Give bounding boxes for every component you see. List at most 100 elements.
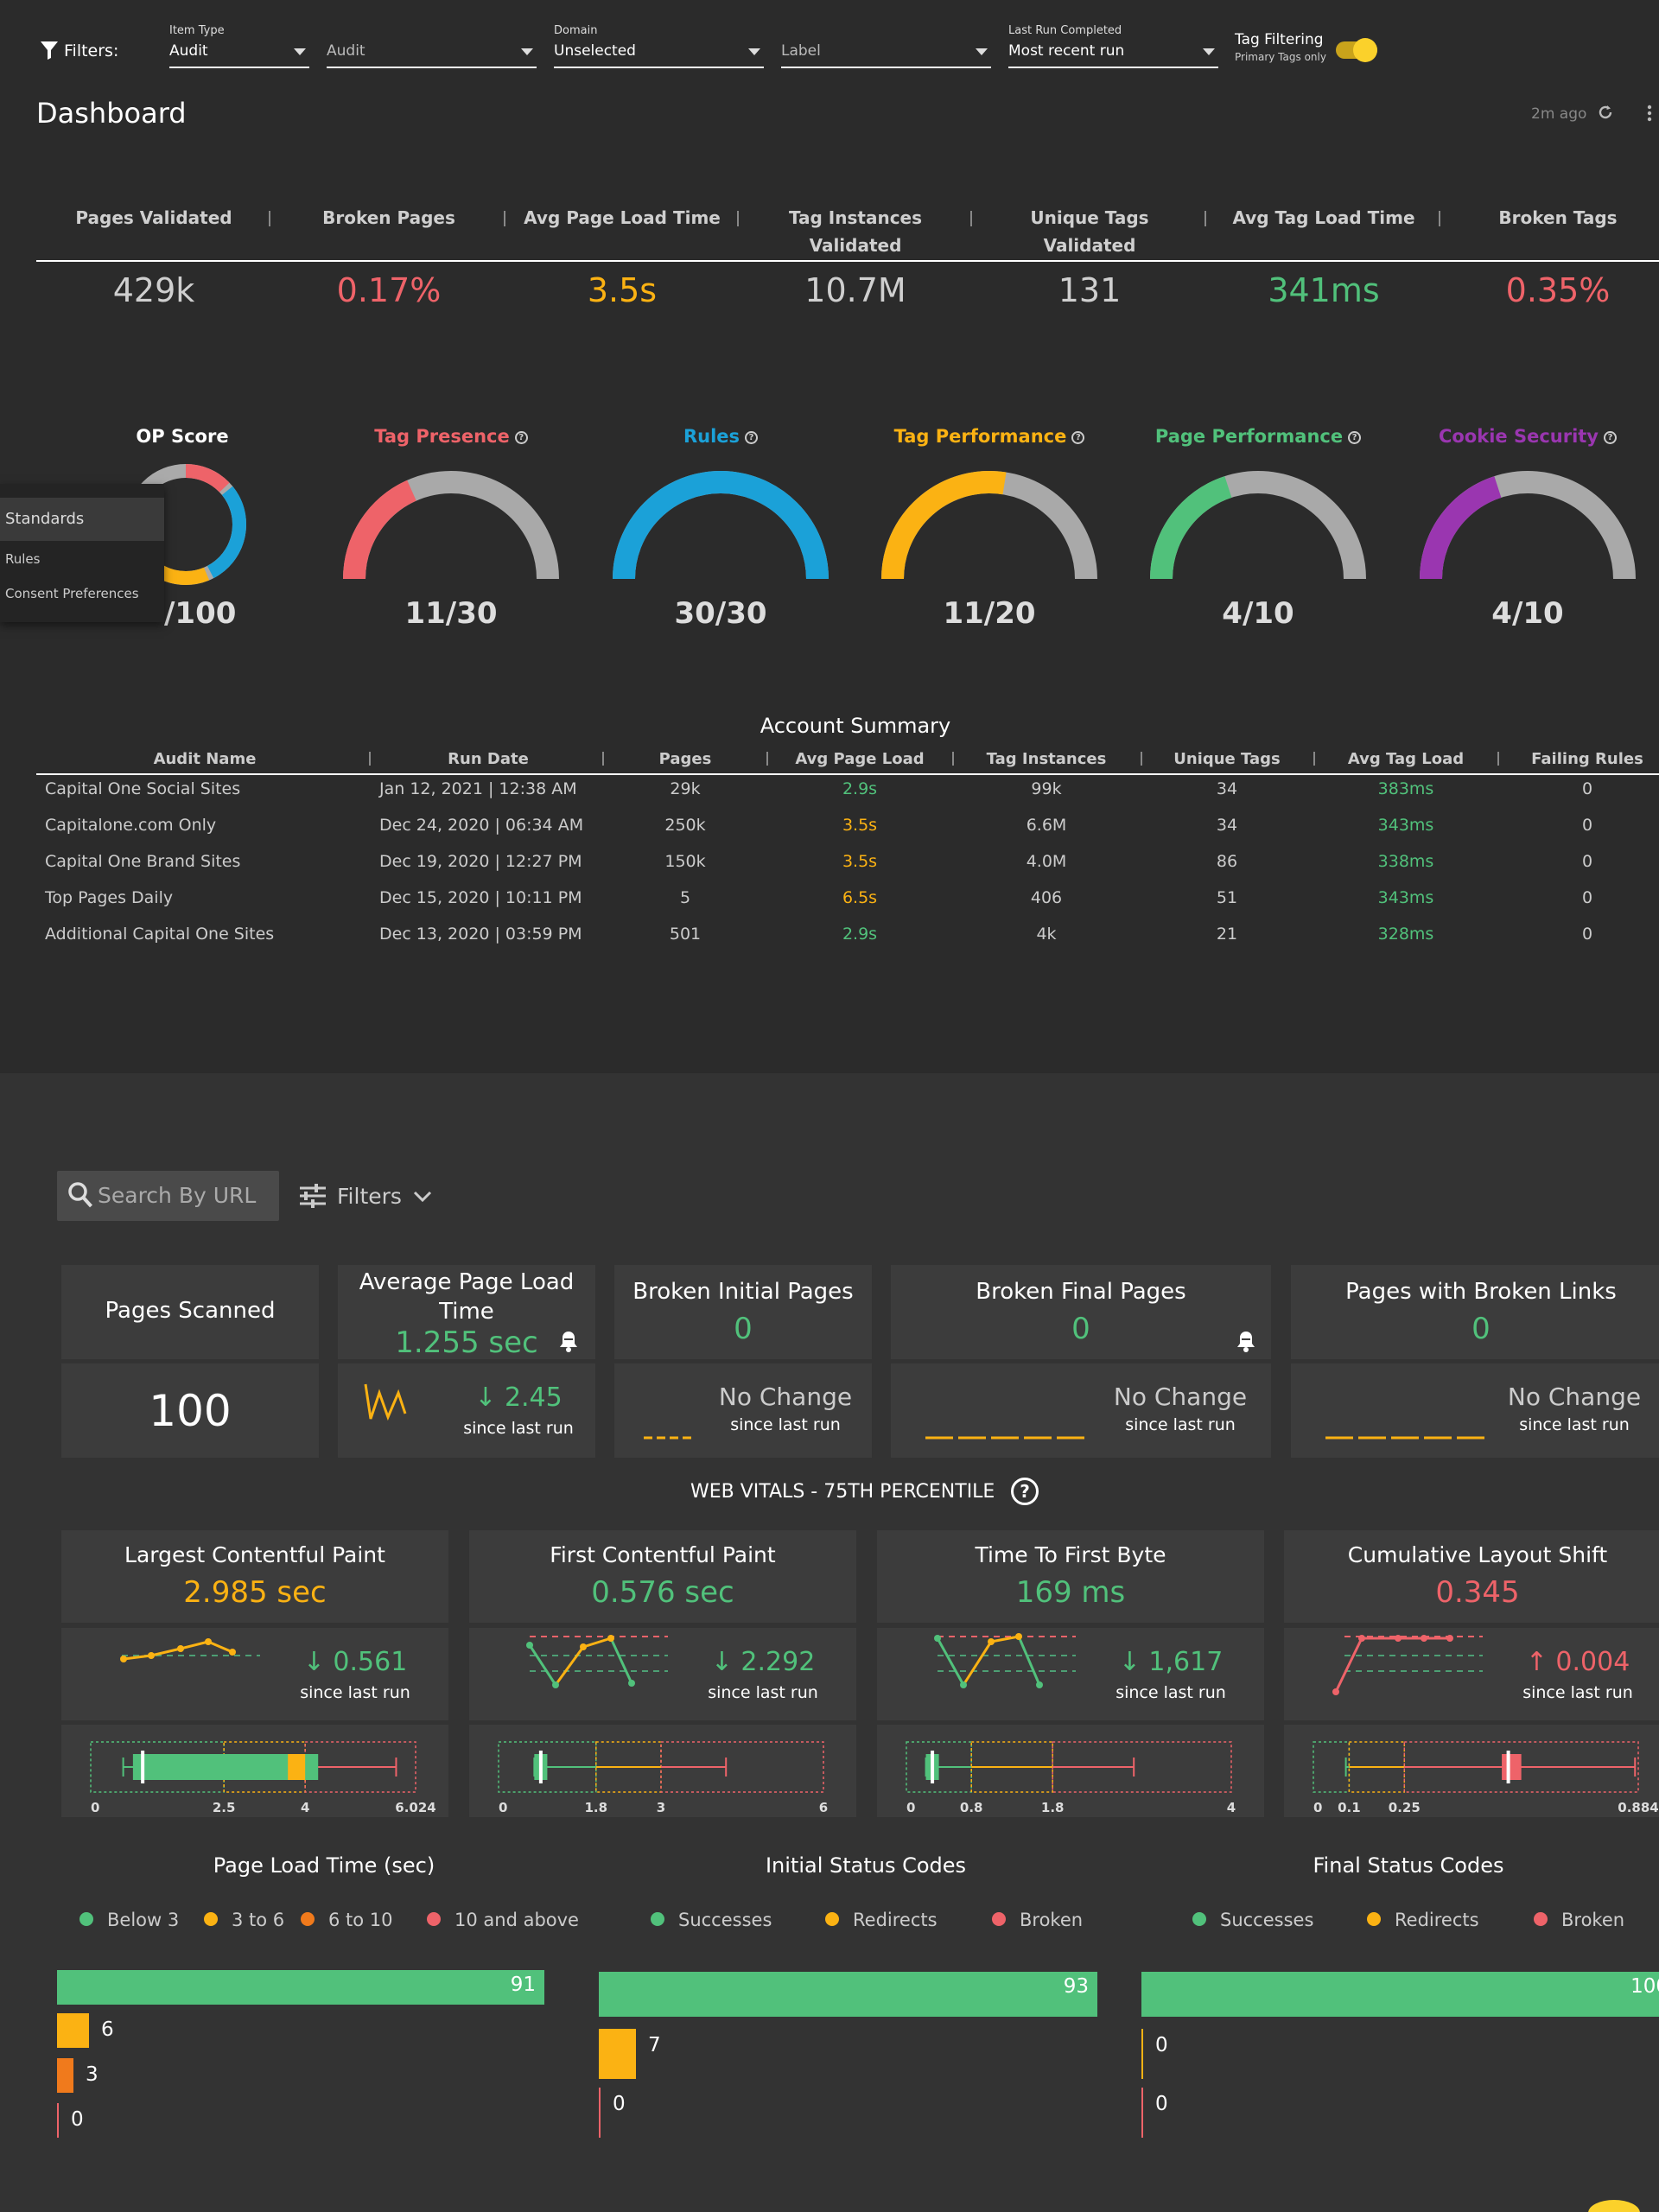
broken-initial-value: 0: [734, 1312, 753, 1346]
bar-value-label: 0: [71, 2108, 84, 2131]
axis-tick-label: 0.8: [960, 1800, 983, 1815]
broken-links-change-card: No Change since last run: [1291, 1363, 1659, 1458]
table-header: Avg Page Load: [795, 750, 925, 768]
vital-title: Largest Contentful Paint: [124, 1542, 385, 1567]
web-vitals-title: WEB VITALS - 75TH PERCENTILE: [690, 1481, 995, 1503]
metric-value: 131: [1058, 271, 1122, 309]
last-run-dropdown[interactable]: Last Run Completed Most recent run: [1008, 23, 1218, 68]
broken-final-sparkline: [925, 1436, 1086, 1440]
metric-separator: [1439, 211, 1440, 226]
vital-sparkline: [526, 1635, 668, 1688]
broken-initial-sparkline: [644, 1436, 692, 1440]
tag-filtering-toggle[interactable]: [1336, 38, 1377, 62]
axis-tick-label: 0: [91, 1800, 99, 1815]
legend-item[interactable]: 6 to 10: [301, 1910, 393, 1930]
help-circle-icon[interactable]: ?: [1071, 430, 1085, 444]
standards-menu-header[interactable]: Standards: [5, 510, 85, 528]
legend-item[interactable]: Successes: [651, 1910, 772, 1930]
item-type-dropdown[interactable]: Item Type Audit: [169, 23, 309, 68]
column-separator: [602, 752, 604, 766]
table-cell-load: 3.5s: [842, 852, 878, 871]
metric-value: 10.7M: [804, 271, 906, 309]
gauge-value: 11/20: [943, 596, 1036, 631]
metric-label-line2: Validated: [1043, 235, 1136, 256]
gauge-value: 11/30: [404, 596, 498, 631]
gauge-fill: [1150, 476, 1232, 580]
standards-menu-item-consent[interactable]: Consent Preferences: [5, 586, 139, 601]
audit-dropdown[interactable]: Audit: [327, 23, 537, 68]
bar-value-label: 93: [1063, 1975, 1089, 1998]
bar[interactable]: [57, 2103, 59, 2138]
help-circle-icon[interactable]: ?: [1604, 430, 1618, 444]
legend-item[interactable]: 3 to 6: [204, 1910, 284, 1930]
table-header: Unique Tags: [1173, 750, 1281, 768]
bar[interactable]: [1141, 2029, 1143, 2079]
table-cell-inst: 406: [1030, 888, 1063, 907]
bar[interactable]: [57, 1970, 544, 2005]
broken-initial-change-card: No Change since last run: [614, 1363, 872, 1458]
legend-label: Below 3: [107, 1910, 180, 1930]
table-divider: [36, 773, 1659, 775]
domain-label: Domain: [554, 24, 598, 37]
vital-change: ↑ 0.004: [1525, 1647, 1630, 1677]
legend-dot: [1192, 1912, 1206, 1926]
vital-sparkline: [120, 1638, 260, 1662]
sliders-icon[interactable]: [299, 1184, 327, 1208]
help-icon[interactable]: ?: [1011, 1478, 1039, 1505]
table-cell-pages: 5: [679, 888, 691, 907]
bell-alert-icon[interactable]: [1236, 1330, 1255, 1352]
legend-item[interactable]: Broken: [1534, 1910, 1624, 1930]
metric-label: Tag Instances: [788, 207, 923, 228]
vital-trend-card: ↓ 0.561 since last run: [61, 1628, 448, 1720]
broken-final-card: Broken Final Pages 0: [891, 1265, 1271, 1359]
filters-toggle[interactable]: Filters: [337, 1184, 402, 1209]
bar[interactable]: [1141, 2088, 1143, 2138]
vital-distribution-card: 0 1.8 3 6: [469, 1725, 856, 1817]
vital-card: Largest Contentful Paint 2.985 sec: [61, 1530, 448, 1623]
help-circle-icon[interactable]: ?: [745, 430, 759, 444]
domain-dropdown[interactable]: Domain Unselected: [554, 23, 764, 68]
bar[interactable]: [1141, 1972, 1659, 2017]
vital-value: 2.985 sec: [183, 1575, 327, 1610]
vital-change: ↓ 2.292: [710, 1647, 816, 1677]
legend-item[interactable]: Redirects: [1367, 1910, 1479, 1930]
vital-since: since last run: [300, 1683, 410, 1702]
avg-load-change-card: ↓ 2.45 since last run: [338, 1363, 595, 1458]
table-cell-unique: 21: [1216, 925, 1238, 944]
standards-menu: Standards Rules Consent Preferences: [0, 484, 164, 622]
refresh-icon[interactable]: [1597, 104, 1614, 121]
standards-menu-item-rules[interactable]: Rules: [5, 551, 41, 567]
broken-final-change-card: No Change since last run: [891, 1363, 1271, 1458]
table-cell-fail: 0: [1581, 888, 1593, 907]
axis-tick-label: 0.1: [1338, 1800, 1361, 1815]
help-circle-icon[interactable]: ?: [514, 430, 528, 444]
bar[interactable]: [599, 2088, 601, 2138]
legend-item[interactable]: Successes: [1192, 1910, 1313, 1930]
legend-item[interactable]: Redirects: [825, 1910, 938, 1930]
bar[interactable]: [57, 2013, 89, 2048]
column-separator: [952, 752, 954, 766]
bar[interactable]: [599, 1972, 1097, 2017]
table-cell-date: Dec 24, 2020 | 06:34 AM: [379, 816, 584, 835]
search-input[interactable]: Search By URL: [98, 1183, 257, 1208]
legend-item[interactable]: Below 3: [79, 1910, 179, 1930]
legend-item[interactable]: 10 and above: [427, 1910, 579, 1930]
more-menu-icon[interactable]: [1647, 104, 1652, 123]
label-dropdown[interactable]: Label: [781, 23, 991, 68]
help-fab[interactable]: [1588, 2200, 1640, 2212]
legend-item[interactable]: Broken: [992, 1910, 1083, 1930]
chevron-down-icon: [294, 48, 306, 55]
bell-alert-icon[interactable]: [559, 1330, 578, 1352]
search-box[interactable]: Search By URL: [57, 1171, 279, 1221]
table-cell-date: Jan 12, 2021 | 12:38 AM: [379, 779, 577, 798]
help-circle-icon[interactable]: ?: [1348, 430, 1362, 444]
label-value: Label: [781, 42, 821, 60]
last-run-label: Last Run Completed: [1008, 24, 1122, 37]
bar[interactable]: [57, 2058, 73, 2093]
table-cell-inst: 6.6M: [1026, 816, 1067, 835]
bar[interactable]: [599, 2029, 636, 2079]
pages-scanned-value-card: 100: [61, 1363, 319, 1458]
vital-change-value: 1,617: [1148, 1647, 1224, 1677]
axis-tick-label: 0: [1313, 1800, 1322, 1815]
